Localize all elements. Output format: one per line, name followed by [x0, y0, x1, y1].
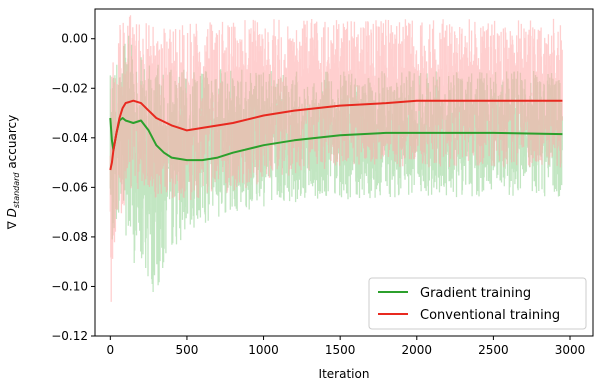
- x-tick-label: 3000: [555, 343, 586, 357]
- series-line-conventional-training: [109, 99, 563, 171]
- x-tick-label: 1500: [325, 343, 356, 357]
- y-axis-label-prefix: ∇: [5, 217, 19, 230]
- y-tick-label: −0.02: [51, 81, 88, 95]
- y-tick-label: 0.00: [61, 32, 88, 46]
- plot-frame: [94, 8, 594, 337]
- x-tick-label: 500: [175, 343, 198, 357]
- x-tick-label: 2000: [402, 343, 433, 357]
- legend-label-conventional: Conventional training: [420, 308, 560, 323]
- x-axis-label: Iteration: [319, 367, 370, 381]
- x-tick-label: 1000: [248, 343, 279, 357]
- y-tick-label: −0.06: [51, 180, 88, 194]
- y-axis-label: ∇ Dstandard accuarcy: [5, 115, 21, 230]
- series-lines: [109, 99, 563, 171]
- y-axis-ticks: 0.00 −0.02 −0.04 −0.06 −0.08 −0.10 −0.12: [51, 32, 95, 343]
- y-axis-label-suffix: accuarcy: [5, 115, 19, 173]
- legend-label-gradient: Gradient training: [420, 286, 531, 301]
- y-tick-label: −0.12: [51, 329, 88, 343]
- y-tick-label: −0.04: [51, 131, 88, 145]
- x-tick-label: 2500: [478, 343, 509, 357]
- y-tick-label: −0.08: [51, 230, 88, 244]
- y-tick-label: −0.10: [51, 279, 88, 293]
- legend-box: [368, 277, 587, 330]
- x-tick-label: 0: [107, 343, 115, 357]
- y-axis-label-var: D: [5, 208, 19, 217]
- legend: Gradient training Conventional training: [368, 277, 587, 330]
- x-axis-ticks: 0 500 1000 1500 2000 2500 3000: [107, 336, 586, 357]
- y-axis-label-sub: standard: [12, 172, 21, 209]
